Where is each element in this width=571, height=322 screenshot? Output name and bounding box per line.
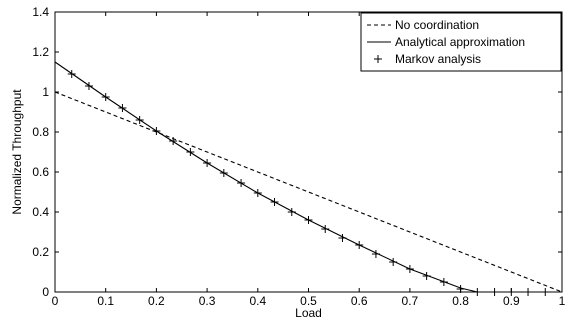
markov-point bbox=[287, 208, 296, 216]
legend-label: Markov analysis bbox=[395, 52, 481, 66]
markov-point bbox=[371, 250, 380, 258]
legend: No coordination Analytical approximation M… bbox=[360, 12, 562, 72]
legend-item-analytical-approximation: Analytical approximation bbox=[367, 35, 525, 49]
legend-label: Analytical approximation bbox=[395, 35, 525, 49]
legend-box bbox=[360, 12, 562, 72]
x-tick-label: 0.4 bbox=[249, 294, 266, 308]
markov-point bbox=[186, 148, 195, 156]
x-tick-label: 1 bbox=[559, 294, 566, 308]
markov-point bbox=[473, 288, 482, 296]
y-tick-label: 1 bbox=[42, 85, 49, 99]
legend-item-markov-analysis: Markov analysis bbox=[374, 52, 481, 66]
series-no-coordination-line bbox=[54, 91, 563, 293]
markov-point bbox=[422, 272, 431, 280]
markov-point bbox=[541, 288, 550, 296]
y-tick-label: 0.4 bbox=[32, 205, 49, 219]
x-tick-label: 0.2 bbox=[148, 294, 165, 308]
legend-label: No coordination bbox=[395, 18, 479, 32]
series-markov-analysis bbox=[67, 70, 550, 296]
markov-point bbox=[84, 82, 93, 90]
y-axis-ticks: 0 0.2 0.4 0.6 0.8 1 1.2 1.4 bbox=[32, 5, 562, 299]
markov-point bbox=[169, 137, 178, 145]
x-tick-label: 0.3 bbox=[199, 294, 216, 308]
markov-point bbox=[405, 265, 414, 273]
markov-point bbox=[374, 55, 382, 63]
markov-point bbox=[219, 169, 228, 177]
series-layer bbox=[54, 61, 563, 296]
markov-point bbox=[439, 278, 448, 286]
y-axis-label: Normalized Throughput bbox=[10, 89, 24, 215]
x-tick-label: 0 bbox=[52, 294, 59, 308]
x-tick-label: 0.5 bbox=[300, 294, 317, 308]
markov-point bbox=[338, 234, 347, 242]
markov-point bbox=[118, 104, 127, 112]
markov-point bbox=[203, 159, 212, 167]
markov-point bbox=[270, 198, 279, 206]
x-tick-label: 0.9 bbox=[503, 294, 520, 308]
x-tick-label: 0.8 bbox=[452, 294, 469, 308]
markov-point bbox=[253, 189, 262, 197]
markov-point bbox=[135, 116, 144, 124]
x-axis-label: Load bbox=[295, 306, 322, 320]
x-tick-label: 0.6 bbox=[351, 294, 368, 308]
y-tick-label: 0.6 bbox=[32, 165, 49, 179]
y-tick-label: 1.2 bbox=[32, 45, 49, 59]
markov-point bbox=[490, 288, 499, 296]
legend-item-no-coordination: No coordination bbox=[367, 18, 479, 32]
markov-point bbox=[456, 285, 465, 293]
x-axis-ticks: 0 0.1 0.2 0.3 0.4 0.5 0.6 0.7 0.8 0.9 1 bbox=[52, 12, 566, 308]
y-tick-label: 1.4 bbox=[32, 5, 49, 19]
markov-point bbox=[389, 258, 398, 266]
x-tick-label: 0.1 bbox=[97, 294, 114, 308]
markov-point bbox=[321, 225, 330, 233]
y-tick-label: 0.8 bbox=[32, 125, 49, 139]
series-analytical-approximation-line bbox=[54, 61, 478, 293]
markov-point bbox=[507, 288, 516, 296]
markov-point bbox=[101, 93, 110, 101]
x-tick-label: 0.7 bbox=[402, 294, 419, 308]
y-tick-label: 0 bbox=[42, 285, 49, 299]
markov-point bbox=[304, 216, 313, 224]
markov-point bbox=[355, 241, 364, 249]
markov-point bbox=[67, 70, 76, 78]
markov-point bbox=[152, 127, 161, 135]
markov-point bbox=[237, 179, 246, 187]
markov-point bbox=[524, 288, 533, 296]
y-tick-label: 0.2 bbox=[32, 245, 49, 259]
